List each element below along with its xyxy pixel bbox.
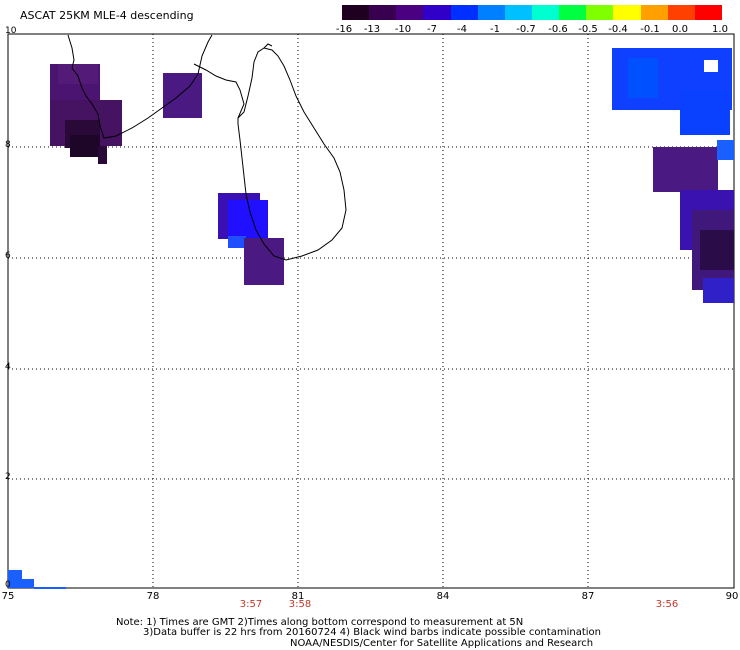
pass-time: 3:58	[288, 599, 312, 610]
colorbar-swatch	[504, 5, 532, 20]
colorbar	[342, 5, 722, 20]
x-label: 87	[581, 591, 595, 602]
colorbar-label: -16	[335, 24, 353, 35]
colorbar-swatch	[450, 5, 478, 20]
colorbar-label: -0.4	[608, 24, 628, 35]
colorbar-swatch	[667, 5, 695, 20]
colorbar-label: -10	[394, 24, 412, 35]
colorbar-labels: -16 -13 -10 -7 -4 -1 -0.7 -0.6 -0.5 -0.4 -0.1 0.0 1.…	[330, 24, 740, 38]
swath-india	[50, 64, 122, 164]
colorbar-label: -0.5	[578, 24, 598, 35]
colorbar-swatch	[640, 5, 668, 20]
colorbar-swatch	[531, 5, 560, 20]
colorbar-label: -1	[490, 24, 500, 35]
colorbar-label: -0.6	[548, 24, 568, 35]
colorbar-label: -4	[457, 24, 467, 35]
x-label: 78	[146, 591, 160, 602]
y-label: 0	[5, 580, 11, 590]
colorbar-swatch	[559, 5, 587, 20]
x-label: 75	[1, 591, 15, 602]
pass-time: 3:56	[655, 599, 679, 610]
colorbar-swatch	[396, 5, 424, 20]
swath-srilanka-west	[218, 193, 284, 285]
x-label: 84	[436, 591, 450, 602]
y-label: 6	[5, 251, 11, 261]
x-label: 90	[725, 591, 739, 602]
y-label: 10	[5, 26, 17, 36]
grid-lines	[8, 34, 734, 588]
colorbar-swatch	[423, 5, 451, 20]
colorbar-label: 0.0	[672, 24, 688, 35]
colorbar-swatch	[342, 5, 370, 20]
colorbar-label: -13	[363, 24, 381, 35]
y-label: 2	[5, 472, 11, 482]
note-line-3: NOAA/NESDIS/Center for Satellite Applica…	[290, 638, 594, 649]
swath-east	[612, 48, 734, 303]
colorbar-swatch	[369, 5, 397, 20]
colorbar-label: -0.1	[640, 24, 660, 35]
swath-mannar	[163, 73, 202, 118]
colorbar-swatch	[613, 5, 641, 20]
note-line-1: Note: 1) Times are GMT 2)Times along bot…	[116, 617, 524, 628]
swath-southwest	[8, 570, 66, 589]
colorbar-swatch	[694, 5, 722, 20]
y-label: 4	[5, 362, 11, 372]
colorbar-label: -0.7	[516, 24, 536, 35]
colorbar-swatch	[586, 5, 614, 20]
colorbar-label: -7	[427, 24, 437, 35]
colorbar-swatch	[477, 5, 505, 20]
map-title: ASCAT 25KM MLE-4 descending	[20, 9, 194, 22]
map-frame	[7, 33, 735, 589]
colorbar-label: 1.0	[712, 24, 728, 35]
y-label: 8	[5, 140, 11, 150]
coastline	[67, 34, 347, 261]
note-line-2: 3)Data buffer is 22 hrs from 20160724 4)…	[143, 627, 601, 638]
pass-time: 3:57	[239, 599, 263, 610]
x-label: 81	[291, 591, 305, 602]
